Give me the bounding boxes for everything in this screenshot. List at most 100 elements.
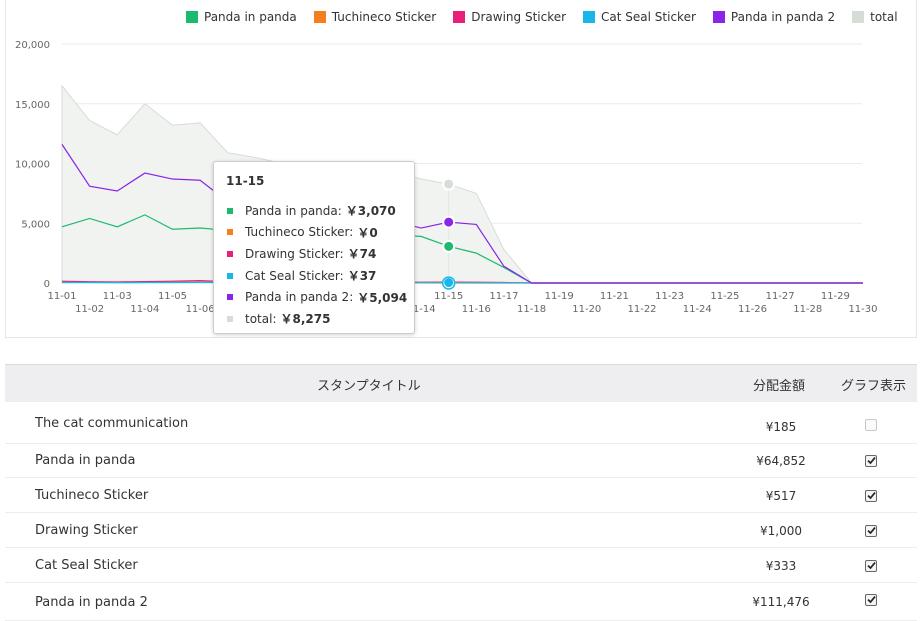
x-tick-label: 11-27 [766,291,795,302]
x-tick-label: 11-20 [572,304,601,315]
tooltip-series-label: Panda in panda 2: [245,290,354,305]
x-tick-label: 11-06 [186,304,215,315]
chart-panel: 0 5,000 10,000 15,000 20,000 11-01 11-02 11-03 1… [5,0,917,338]
tooltip-row: total: ￥8,275 [226,308,414,330]
graph-display-checkbox[interactable] [865,594,877,606]
y-tick-label: 0 [44,279,50,290]
tooltip-row: Drawing Sticker: ￥74 [226,243,414,265]
header-sticker-title: スタンプタイトル [317,379,421,394]
sticker-title: Panda in panda [35,453,136,468]
tooltip-series-value: ￥5,094 [357,290,408,305]
x-tick-label: 11-24 [683,304,712,315]
legend-label: Panda in panda 2 [730,10,836,24]
legend-item[interactable]: total [852,10,898,24]
y-tick-label: 20,000 [15,40,50,51]
x-tick-label: 11-17 [489,291,518,302]
x-tick-label: 11-02 [75,304,104,315]
tooltip-series-label: Tuchineco Sticker: [245,225,354,240]
sticker-title: The cat communication [35,416,189,431]
hover-point [442,215,456,229]
check-icon [867,562,876,570]
x-tick-label: 11-04 [130,304,159,315]
check-icon [867,457,876,465]
x-tick-label: 11-23 [655,291,684,302]
table-row: Panda in panda 2 ¥111,476 [5,583,917,621]
check-icon [867,527,876,535]
series-line [61,144,863,284]
x-tick-label: 11-29 [821,291,850,302]
tooltip-date: 11-15 [226,174,265,188]
tooltip-series-dot [227,315,233,322]
tooltip-series-value: ￥3,070 [345,204,396,219]
x-tick-label: 11-16 [462,304,491,315]
hover-point [442,177,456,191]
legend-swatch [186,11,198,23]
chart-tooltip: 11-15 Panda in panda: ￥3,070 Tuchineco Sti… [213,161,415,334]
x-tick-label: 11-03 [103,291,132,302]
check-icon [867,596,876,604]
x-tick-label: 11-21 [600,291,629,302]
x-tick-label: 11-30 [848,304,877,315]
sticker-title: Tuchineco Sticker [35,488,149,503]
legend-item[interactable]: Tuchineco Sticker [313,10,437,24]
x-tick-label: 11-25 [710,291,739,302]
tooltip-series-label: Cat Seal Sticker: [245,268,344,283]
legend-item[interactable]: Cat Seal Sticker [583,10,696,24]
tooltip-series-label: total: [245,311,277,326]
table-row: The cat communication ¥185 [5,402,917,444]
legend-swatch [453,11,466,23]
distribution-amount: ¥64,852 [756,454,806,468]
header-graph-display: グラフ表示 [841,379,907,394]
tooltip-row: Tuchineco Sticker: ￥0 [226,222,414,244]
table-row: Panda in panda ¥64,852 [5,443,917,478]
distribution-amount: ¥333 [765,559,797,573]
tooltip-series-dot [227,250,233,257]
legend-label: Cat Seal Sticker [601,10,696,24]
table-header: スタンプタイトル 分配金額 グラフ表示 [5,364,917,402]
y-tick-label: 15,000 [15,100,50,111]
x-tick-label: 11-22 [627,304,656,315]
hover-point [442,239,456,253]
legend-item[interactable]: Panda in panda [186,10,297,24]
graph-display-checkbox[interactable] [865,560,877,572]
tooltip-series-dot [227,294,233,301]
x-tick-label: 11-28 [793,304,822,315]
tooltip-row: Cat Seal Sticker: ￥37 [226,265,414,287]
tooltip-series-value: ￥0 [357,225,378,240]
graph-display-checkbox[interactable] [865,490,877,502]
x-tick-label: 11-19 [545,291,574,302]
tooltip-series-value: ￥37 [347,269,377,284]
series-area-total [61,84,863,284]
header-amount: 分配金額 [753,379,806,394]
tooltip-row: Panda in panda: ￥3,070 [226,200,414,222]
legend-item[interactable]: Panda in panda 2 [712,10,836,24]
distribution-amount: ¥1,000 [760,524,802,538]
distribution-amount: ¥111,476 [752,595,810,609]
legend-label: total [870,10,898,24]
sticker-title: Cat Seal Sticker [35,558,138,573]
tooltip-series-value: ￥74 [347,247,377,262]
table-row: Cat Seal Sticker ¥333 [5,548,917,583]
sticker-title: Drawing Sticker [35,523,138,538]
tooltip-series-label: Drawing Sticker: [245,246,344,261]
y-tick-label: 10,000 [15,160,50,171]
legend-label: Panda in panda [204,10,297,24]
tooltip-series-dot [227,272,233,279]
x-tick-label: 11-01 [47,291,76,302]
legend-swatch [313,11,326,23]
legend-label: Tuchineco Sticker [331,10,437,24]
tooltip-series-label: Panda in panda: [245,203,342,218]
legend-item[interactable]: Drawing Sticker [453,10,566,24]
tooltip-row: Panda in panda 2: ￥5,094 [226,286,414,308]
graph-display-checkbox[interactable] [865,525,877,537]
x-tick-label: 11-15 [434,291,463,302]
legend-swatch [583,11,596,23]
x-tick-label: 11-14 [407,304,436,315]
graph-display-checkbox[interactable] [865,419,877,431]
tooltip-series-value: ￥8,275 [280,312,331,327]
legend-swatch [852,11,865,23]
sticker-title: Panda in panda 2 [35,595,148,610]
graph-display-checkbox[interactable] [865,455,877,467]
y-tick-label: 5,000 [21,219,50,230]
hover-point-ring [441,276,456,290]
